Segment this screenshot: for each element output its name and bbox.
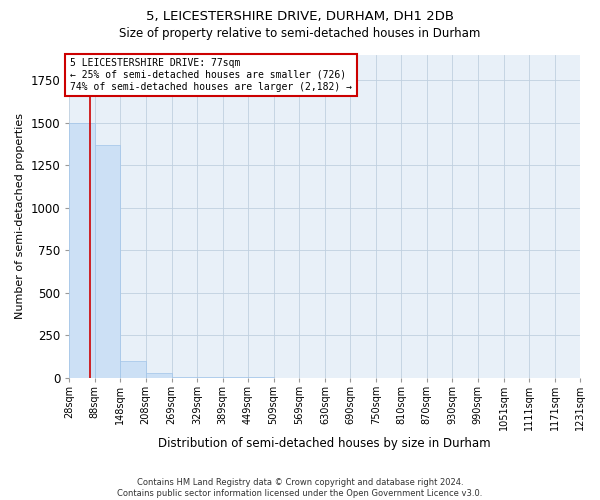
Bar [172,377,197,378]
X-axis label: Distribution of semi-detached houses by size in Durham: Distribution of semi-detached houses by … [158,437,491,450]
Bar [197,377,223,378]
Text: 5 LEICESTERSHIRE DRIVE: 77sqm
← 25% of semi-detached houses are smaller (726)
74: 5 LEICESTERSHIRE DRIVE: 77sqm ← 25% of s… [70,58,352,92]
Bar [146,372,172,378]
Text: Contains HM Land Registry data © Crown copyright and database right 2024.
Contai: Contains HM Land Registry data © Crown c… [118,478,482,498]
Bar [95,145,120,378]
Text: 5, LEICESTERSHIRE DRIVE, DURHAM, DH1 2DB: 5, LEICESTERSHIRE DRIVE, DURHAM, DH1 2DB [146,10,454,23]
Bar [120,361,146,378]
Y-axis label: Number of semi-detached properties: Number of semi-detached properties [15,114,25,320]
Bar [70,123,95,378]
Text: Size of property relative to semi-detached houses in Durham: Size of property relative to semi-detach… [119,28,481,40]
